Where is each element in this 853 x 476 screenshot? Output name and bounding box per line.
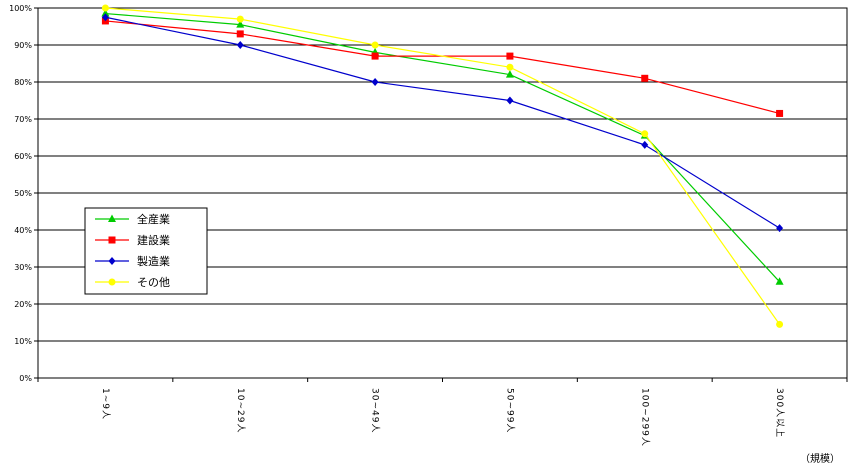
x-tick-label: 30~49人: [370, 388, 381, 433]
y-tick-label: 50%: [14, 189, 32, 198]
legend-entry: 全産業: [95, 212, 170, 226]
scale-unit-label: （規模）: [800, 453, 840, 465]
series-line: [105, 12, 781, 283]
series: [101, 4, 784, 328]
x-axis-tick-labels: 1~9人 10~29人 30~49人 50~99人 100~299人 300人以上: [100, 388, 785, 447]
y-tick-label: 10%: [14, 337, 32, 346]
y-tick-label: 0%: [19, 374, 32, 383]
y-tick-label: 60%: [14, 152, 32, 161]
y-tick-label: 80%: [14, 78, 32, 87]
x-tick-label: 10~29人: [235, 388, 246, 433]
legend-entry: 製造業: [95, 254, 170, 268]
data-point-marker: [236, 20, 245, 28]
y-axis-tick-labels: 0% 10% 20% 30% 40% 50% 60% 70% 80% 90% 100%: [9, 4, 32, 383]
data-point-marker: [236, 30, 244, 38]
x-tick-label: 300人以上: [774, 388, 785, 438]
data-point-marker: [371, 52, 379, 60]
series-line: [105, 16, 780, 229]
data-point-marker: [506, 52, 514, 60]
series-line: [105, 7, 781, 325]
data-point-marker: [101, 4, 109, 12]
data-point-marker: [236, 41, 244, 49]
x-tick-label: 50~99人: [504, 388, 515, 433]
y-tick-label: 40%: [14, 226, 32, 235]
data-point-marker: [641, 140, 649, 149]
series: [101, 17, 784, 117]
x-tick-label: 1~9人: [100, 388, 111, 420]
y-tick-label: 30%: [14, 263, 32, 272]
y-tick-label: 100%: [9, 4, 32, 13]
legend-label: 全産業: [137, 212, 170, 226]
legend-label: 建設業: [137, 233, 170, 247]
data-point-marker: [371, 78, 379, 86]
legend-label: 製造業: [137, 254, 170, 268]
data-point-marker: [506, 96, 514, 105]
axes: [34, 7, 848, 382]
data-point-marker: [506, 63, 514, 71]
series-line: [105, 20, 780, 115]
legend-entry: 建設業: [95, 233, 170, 247]
data-point-marker: [641, 74, 649, 82]
data-point-marker: [101, 13, 109, 22]
legend-label: その他: [137, 276, 170, 289]
data-point-marker: [108, 214, 116, 222]
data-point-marker: [776, 320, 784, 328]
y-tick-label: 70%: [14, 115, 32, 124]
y-tick-label: 20%: [14, 300, 32, 309]
series: [101, 13, 784, 233]
data-point-marker: [236, 15, 244, 23]
data-point-marker: [101, 9, 110, 17]
legend-entry: その他: [95, 276, 170, 289]
data-point-marker: [641, 130, 649, 138]
data-point-marker: [371, 41, 379, 49]
data-point-marker: [108, 236, 116, 244]
data-point-marker: [108, 278, 116, 286]
data-point-marker: [108, 257, 116, 265]
data-point-marker: [776, 224, 784, 233]
data-point-marker: [775, 277, 784, 285]
x-tick-label: 100~299人: [639, 388, 650, 447]
data-point-marker: [776, 109, 784, 117]
series-lines: [101, 4, 784, 328]
data-point-marker: [505, 70, 514, 78]
y-tick-label: 90%: [14, 41, 32, 50]
legend-box: [84, 207, 208, 295]
